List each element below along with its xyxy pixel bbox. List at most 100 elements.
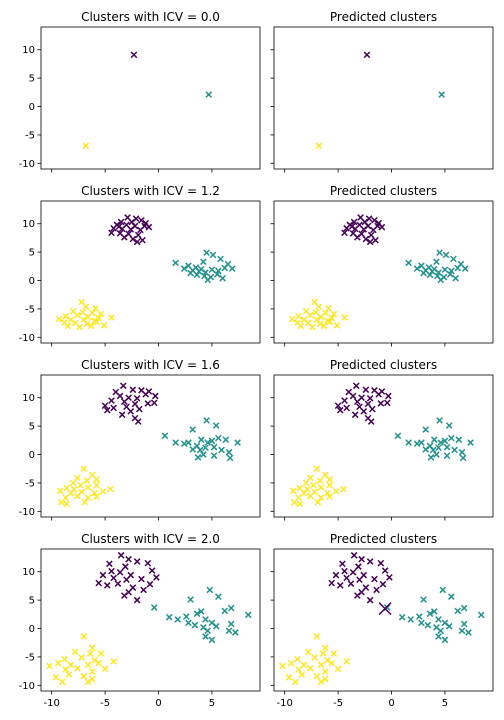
data-point <box>452 274 459 282</box>
data-point <box>77 481 84 489</box>
data-point <box>120 592 128 599</box>
data-point <box>377 400 385 407</box>
data-point <box>477 611 485 619</box>
data-point <box>340 485 347 493</box>
data-point <box>454 607 462 615</box>
data-point <box>368 405 376 413</box>
data-point <box>101 402 109 410</box>
data-point <box>92 305 99 312</box>
data-point <box>80 672 88 680</box>
data-point <box>83 477 91 484</box>
data-point <box>182 613 190 620</box>
data-point <box>221 264 229 272</box>
data-point <box>341 567 348 575</box>
data-point <box>115 223 123 230</box>
data-point <box>364 400 372 408</box>
data-point <box>93 481 100 489</box>
data-point <box>118 411 126 419</box>
data-point <box>123 576 130 584</box>
data-point <box>79 308 86 316</box>
data-point <box>313 465 321 473</box>
data-point <box>451 446 458 454</box>
data-point <box>88 668 96 676</box>
data-point <box>386 574 393 581</box>
data-point <box>316 477 324 484</box>
large-x-marker <box>378 602 392 616</box>
data-point <box>213 270 221 278</box>
data-point <box>309 323 316 331</box>
data-point <box>84 484 92 491</box>
axes-frame <box>40 200 261 344</box>
data-point <box>317 661 325 669</box>
data-point <box>140 586 147 594</box>
data-point <box>375 390 383 398</box>
data-point <box>55 315 63 323</box>
data-point <box>353 592 361 599</box>
data-point <box>343 574 350 582</box>
data-point <box>306 492 314 500</box>
data-point <box>437 276 444 284</box>
data-point <box>371 575 378 583</box>
data-point <box>427 454 435 461</box>
data-point <box>208 636 216 644</box>
data-point <box>215 593 222 601</box>
data-point <box>78 654 85 661</box>
data-point <box>418 619 425 627</box>
data-point <box>384 392 392 400</box>
subplot-title: Clusters with ICV = 1.6 <box>81 358 220 372</box>
data-point <box>228 265 236 272</box>
data-point <box>298 671 306 678</box>
data-point <box>87 322 95 330</box>
y-tick-label: 5 <box>29 74 35 85</box>
data-point <box>433 258 440 266</box>
data-point <box>67 661 75 669</box>
data-point <box>351 411 359 419</box>
data-point <box>343 224 350 232</box>
data-point <box>324 489 331 497</box>
data-point <box>76 323 83 331</box>
data-point <box>82 303 90 310</box>
data-point <box>415 613 423 620</box>
data-point <box>73 311 81 319</box>
data-point <box>448 593 455 601</box>
data-point <box>437 439 444 446</box>
data-point <box>130 51 138 59</box>
data-point <box>367 231 375 239</box>
data-point <box>110 574 117 582</box>
data-point <box>285 674 293 681</box>
data-point <box>324 656 331 664</box>
data-point <box>202 444 209 452</box>
data-point <box>88 675 96 683</box>
data-point <box>373 586 380 594</box>
data-point <box>187 596 194 603</box>
data-point <box>435 633 442 640</box>
data-point <box>394 432 402 440</box>
data-point <box>99 488 107 495</box>
data-point <box>204 276 211 284</box>
y-tick-label: 0 <box>29 276 35 287</box>
data-point <box>310 481 317 489</box>
data-point <box>62 312 69 320</box>
data-point <box>110 658 117 665</box>
data-point <box>339 560 346 568</box>
data-point <box>407 616 415 623</box>
data-point <box>446 270 454 278</box>
data-point <box>222 436 230 444</box>
data-point <box>372 236 379 244</box>
data-point <box>116 568 124 576</box>
data-point <box>189 446 197 453</box>
data-point <box>208 437 216 445</box>
data-point <box>185 619 192 627</box>
y-tick-label: 5 <box>29 596 35 607</box>
y-tick-label: 10 <box>22 567 35 578</box>
data-point <box>193 610 201 618</box>
data-point <box>422 426 430 433</box>
data-point <box>106 560 113 568</box>
data-point <box>219 274 226 282</box>
data-point <box>127 408 135 415</box>
data-point <box>290 498 298 506</box>
data-point <box>302 479 310 487</box>
data-point <box>349 568 357 576</box>
data-point <box>67 489 75 497</box>
data-point <box>352 382 360 390</box>
